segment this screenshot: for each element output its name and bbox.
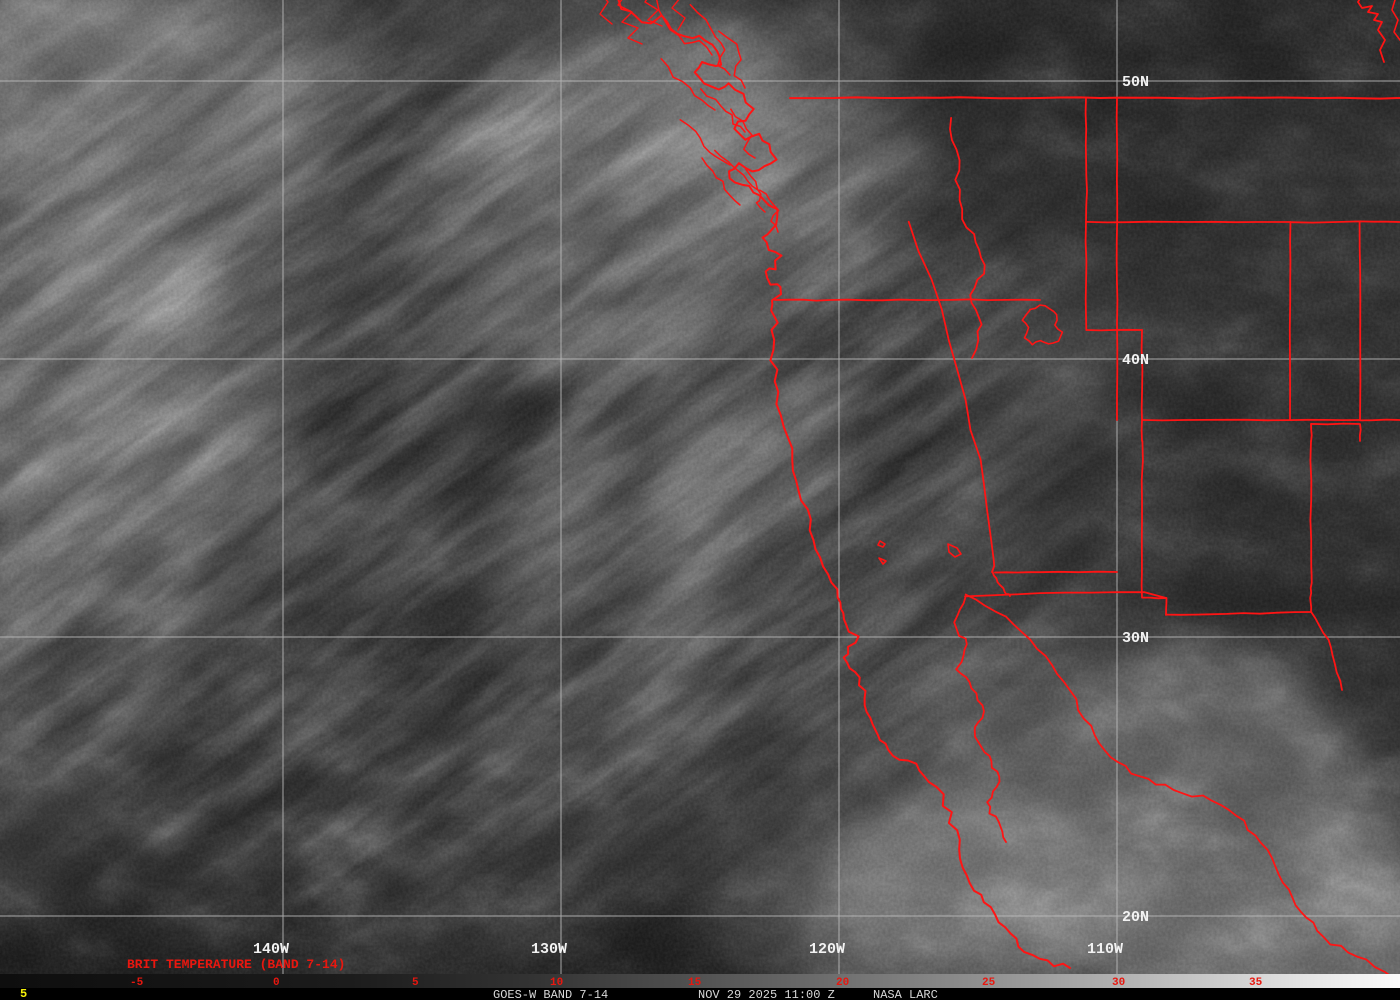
svg-text:GOES-W BAND 7-14: GOES-W BAND 7-14	[493, 988, 608, 1000]
svg-text:30N: 30N	[1122, 630, 1149, 647]
svg-text:BRIT TEMPERATURE (BAND 7-14): BRIT TEMPERATURE (BAND 7-14)	[127, 957, 345, 972]
svg-text:120W: 120W	[809, 941, 845, 958]
svg-text:0: 0	[273, 977, 280, 989]
svg-text:35: 35	[1249, 977, 1263, 989]
svg-text:5: 5	[412, 977, 419, 989]
svg-text:30: 30	[1112, 977, 1125, 989]
svg-text:20: 20	[836, 977, 849, 989]
svg-text:25: 25	[982, 977, 996, 989]
svg-text:40N: 40N	[1122, 352, 1149, 369]
svg-text:NOV 29 2025 11:00 Z: NOV 29 2025 11:00 Z	[698, 988, 835, 1000]
svg-text:140W: 140W	[253, 941, 289, 958]
svg-text:130W: 130W	[531, 941, 567, 958]
svg-text:20N: 20N	[1122, 909, 1149, 926]
svg-text:50N: 50N	[1122, 74, 1149, 91]
svg-text:NASA LARC: NASA LARC	[873, 988, 938, 1000]
svg-text:5: 5	[20, 987, 27, 1000]
svg-text:110W: 110W	[1087, 941, 1123, 958]
svg-text:-5: -5	[130, 977, 144, 989]
